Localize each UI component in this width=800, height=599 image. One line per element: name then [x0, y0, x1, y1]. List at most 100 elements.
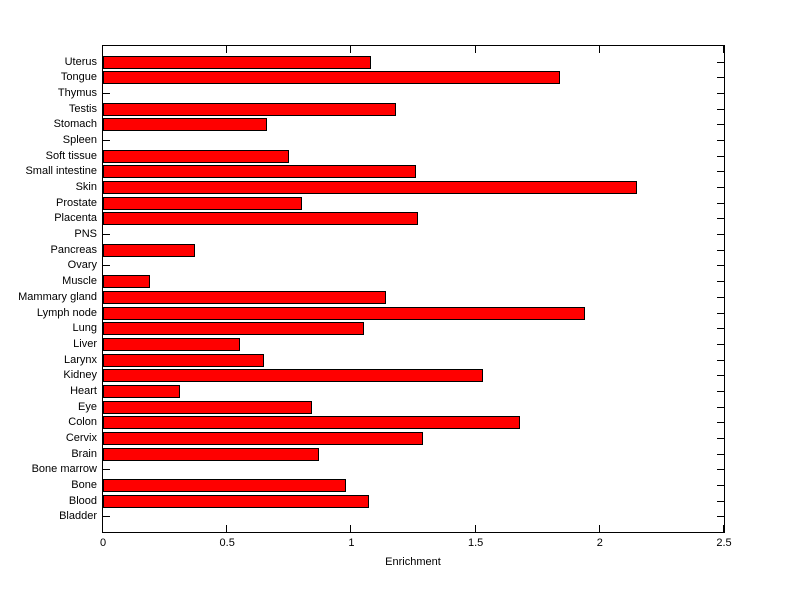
bar: [103, 291, 386, 304]
y-axis-tick-left: [103, 234, 110, 235]
category-label: PNS: [74, 228, 97, 240]
bar: [103, 495, 369, 508]
y-axis-tick-right: [717, 438, 724, 439]
category-label: Kidney: [63, 369, 97, 381]
y-axis-tick-right: [717, 265, 724, 266]
y-axis-tick-right: [717, 407, 724, 408]
bar: [103, 197, 302, 210]
y-axis-tick-right: [717, 501, 724, 502]
bar: [103, 56, 371, 69]
category-label: Bone: [71, 479, 97, 491]
category-label: Liver: [73, 338, 97, 350]
y-axis-tick-right: [717, 250, 724, 251]
y-axis-tick-left: [103, 265, 110, 266]
x-axis-tick-bottom: [226, 525, 228, 532]
category-label: Bladder: [59, 510, 97, 522]
y-axis-tick-right: [717, 360, 724, 361]
x-tick-label: 1: [348, 537, 355, 549]
category-label: Larynx: [63, 354, 97, 366]
bar: [103, 71, 560, 84]
x-tick-label: 0.5: [219, 537, 235, 549]
bar: [103, 369, 483, 382]
category-label: Bone marrow: [31, 463, 97, 475]
y-axis-tick-right: [717, 218, 724, 219]
y-axis-tick-right: [717, 93, 724, 94]
bar: [103, 385, 180, 398]
x-axis-tick-bottom: [102, 525, 103, 532]
bar: [103, 118, 267, 131]
y-axis-tick-right: [717, 454, 724, 455]
category-label: Ovary: [67, 259, 97, 271]
y-axis-tick-right: [717, 62, 724, 63]
y-axis-tick-left: [103, 140, 110, 141]
x-axis-tick-bottom: [598, 525, 600, 532]
y-axis-tick-right: [717, 234, 724, 235]
bar: [103, 165, 416, 178]
category-label: Uterus: [64, 56, 97, 68]
y-axis-tick-right: [717, 140, 724, 141]
y-axis-tick-right: [717, 297, 724, 298]
x-tick-label: 2.5: [716, 537, 732, 549]
plot-area: [102, 45, 725, 533]
category-label: Pancreas: [50, 244, 97, 256]
bar: [103, 307, 585, 320]
category-label: Prostate: [56, 197, 97, 209]
bar: [103, 103, 396, 116]
x-axis-tick-top: [350, 46, 352, 53]
category-label: Spleen: [62, 134, 97, 146]
bar: [103, 150, 289, 163]
y-axis-tick-right: [717, 281, 724, 282]
y-axis-tick-right: [717, 516, 724, 517]
x-tick-label: 0: [99, 537, 107, 549]
x-axis-tick-top: [598, 46, 600, 53]
category-label: Testis: [68, 103, 97, 115]
bar: [103, 322, 364, 335]
y-axis-tick-right: [717, 171, 724, 172]
category-label: Small intestine: [25, 165, 97, 177]
bar: [103, 432, 423, 445]
category-label: Mammary gland: [18, 291, 97, 303]
y-axis-tick-right: [717, 156, 724, 157]
y-axis-tick-right: [717, 313, 724, 314]
x-axis-tick-top: [723, 46, 724, 53]
category-label: Eye: [78, 401, 97, 413]
y-axis-tick-left: [103, 516, 110, 517]
category-label: Muscle: [62, 275, 97, 287]
y-axis-tick-right: [717, 328, 724, 329]
category-label: Cervix: [65, 432, 97, 444]
y-axis-tick-right: [717, 344, 724, 345]
category-label: Brain: [71, 448, 97, 460]
x-axis-tick-bottom: [350, 525, 352, 532]
y-axis-tick-right: [717, 77, 724, 78]
category-label: Soft tissue: [45, 150, 97, 162]
x-axis-tick-top: [474, 46, 476, 53]
y-axis-tick-left: [103, 469, 110, 470]
bar: [103, 416, 520, 429]
y-axis-tick-left: [103, 93, 110, 94]
y-axis-tick-right: [717, 422, 724, 423]
category-label: Skin: [75, 181, 97, 193]
bar: [103, 181, 637, 194]
bar: [103, 244, 195, 257]
category-label: Lung: [72, 322, 97, 334]
bar: [103, 212, 418, 225]
category-label: Blood: [68, 495, 97, 507]
bar: [103, 338, 240, 351]
category-label: Heart: [70, 385, 97, 397]
bar: [103, 275, 150, 288]
y-axis-tick-right: [717, 124, 724, 125]
x-axis-label: Enrichment: [385, 556, 441, 568]
y-axis-tick-right: [717, 469, 724, 470]
category-label: Placenta: [54, 212, 97, 224]
x-axis-tick-bottom: [723, 525, 724, 532]
x-axis-tick-bottom: [474, 525, 476, 532]
bar: [103, 479, 346, 492]
category-label: Thymus: [57, 87, 97, 99]
x-tick-label: 1.5: [467, 537, 484, 549]
category-label: Colon: [68, 416, 97, 428]
x-axis-tick-top: [226, 46, 228, 53]
y-axis-tick-right: [717, 375, 724, 376]
category-label: Lymph node: [36, 307, 97, 319]
x-axis-tick-top: [102, 46, 103, 53]
